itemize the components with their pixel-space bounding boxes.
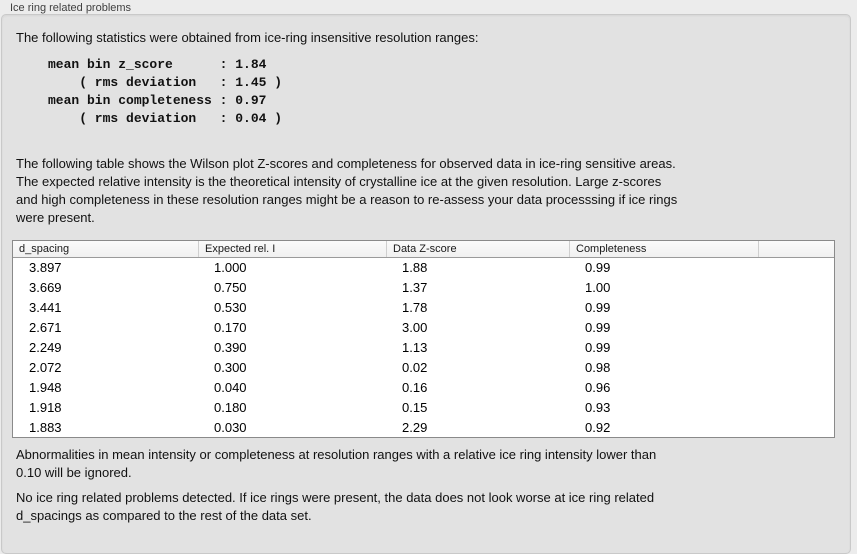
table-row[interactable]: 3.441 0.530 1.78 0.99	[13, 298, 834, 318]
table-cell: 0.040	[214, 379, 247, 395]
table-body: 3.897 1.000 1.88 0.99 3.669 0.750 1.37 1.00 3.44…	[13, 258, 834, 437]
intro-text: The following statistics were obtained f…	[16, 30, 479, 45]
column-header-expected-rel-i[interactable]: Expected rel. I	[198, 241, 386, 257]
table-cell: 1.948	[29, 379, 62, 395]
panel-title: Ice ring related problems	[10, 2, 132, 14]
table-row[interactable]: 1.918 0.180 0.15 0.93	[13, 397, 834, 417]
table-row[interactable]: 2.249 0.390 1.13 0.99	[13, 338, 834, 358]
table-cell: 0.530	[214, 300, 247, 316]
table-header-row: d_spacing Expected rel. I Data Z-score C…	[13, 241, 834, 258]
table-cell: 0.180	[214, 399, 247, 415]
table-row[interactable]: 3.669 0.750 1.37 1.00	[13, 278, 834, 298]
table-cell: 1.883	[29, 419, 62, 435]
table-cell: 1.37	[402, 280, 428, 296]
table-cell: 1.78	[402, 300, 428, 316]
column-header-filler	[758, 241, 834, 257]
stats-block: mean bin z_score : 1.84 ( rms deviation …	[48, 57, 283, 126]
table-cell: 0.16	[402, 379, 428, 395]
table-cell: 0.96	[585, 379, 611, 395]
table-row[interactable]: 1.883 0.030 2.29 0.92	[13, 417, 834, 437]
table-cell: 0.99	[585, 300, 611, 316]
table-row[interactable]: 3.897 1.000 1.88 0.99	[13, 258, 834, 278]
table-cell: 0.92	[585, 419, 611, 435]
ice-ring-table: d_spacing Expected rel. I Data Z-score C…	[12, 240, 835, 438]
table-cell: 2.072	[29, 359, 62, 375]
table-cell: 1.13	[402, 340, 428, 355]
table-cell: 0.15	[402, 399, 428, 415]
table-cell: 3.897	[29, 260, 62, 276]
table-cell: 0.98	[585, 359, 611, 375]
table-row[interactable]: 1.948 0.040 0.16 0.96	[13, 377, 834, 397]
table-cell: 1.000	[214, 260, 247, 276]
table-cell: 0.030	[214, 419, 247, 435]
column-header-completeness[interactable]: Completeness	[569, 241, 758, 257]
table-cell: 0.99	[585, 320, 611, 336]
table-cell: 0.390	[214, 340, 247, 355]
footer-note-ignore-threshold: Abnormalities in mean intensity or compl…	[16, 447, 657, 480]
table-cell: 0.93	[585, 399, 611, 415]
table-cell: 2.249	[29, 340, 62, 355]
table-cell: 2.671	[29, 320, 62, 336]
table-cell: 0.170	[214, 320, 247, 336]
table-cell: 0.300	[214, 359, 247, 375]
table-cell: 1.00	[585, 280, 611, 296]
table-cell: 3.441	[29, 300, 62, 316]
table-cell: 0.99	[585, 260, 611, 276]
table-row[interactable]: 2.072 0.300 0.02 0.98	[13, 357, 834, 377]
table-cell: 0.99	[585, 340, 611, 355]
table-cell: 0.750	[214, 280, 247, 296]
table-cell: 3.669	[29, 280, 62, 296]
column-header-d-spacing[interactable]: d_spacing	[19, 243, 70, 255]
table-cell: 2.29	[402, 419, 428, 435]
description-text: The following table shows the Wilson plo…	[16, 156, 678, 225]
table-cell: 1.918	[29, 399, 62, 415]
footer-note-result: No ice ring related problems detected. I…	[16, 490, 655, 523]
table-cell: 3.00	[402, 320, 428, 336]
table-cell: 1.88	[402, 260, 428, 276]
table-row[interactable]: 2.671 0.170 3.00 0.99	[13, 318, 834, 338]
column-header-data-z-score[interactable]: Data Z-score	[386, 241, 569, 257]
table-cell: 0.02	[402, 359, 428, 375]
